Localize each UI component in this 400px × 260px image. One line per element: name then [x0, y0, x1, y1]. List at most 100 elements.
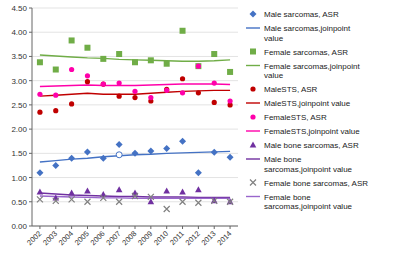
marker-square — [164, 61, 170, 67]
marker-triangle — [68, 190, 75, 196]
plot-area — [36, 28, 233, 212]
marker-triangle — [250, 142, 257, 148]
x-tick-label: 2014 — [215, 229, 233, 247]
legend-entry: Female bone sarcomas, ASR — [250, 179, 368, 188]
y-tick-label: 3.50 — [11, 52, 27, 61]
marker-square — [148, 57, 154, 63]
legend-label-line: FemaleSTS,joinpoint value — [264, 127, 360, 136]
legend-label-line: sarcomas,joinpoint value — [264, 202, 353, 211]
legend-entry: Female bonesarcomas,joinpoint value — [246, 193, 353, 212]
marker-circle — [101, 81, 106, 86]
marker-x — [116, 199, 122, 205]
x-tick — [87, 226, 88, 229]
marker-x — [180, 199, 186, 205]
legend-label-line: Female bone sarcomas, ASR — [264, 179, 368, 188]
lines — [40, 55, 230, 198]
marker-circle — [37, 92, 42, 97]
marker-x — [84, 199, 90, 205]
x-tick-label: 2005 — [73, 229, 91, 247]
marker-x — [69, 196, 75, 202]
marker-diamond — [52, 162, 59, 169]
marker-open-circle — [116, 152, 122, 158]
marker-square — [84, 45, 90, 51]
marker-diamond — [116, 141, 123, 148]
legend-label-line: value — [264, 34, 284, 43]
legend-label-line: FemaleSTS, ASR — [264, 113, 327, 122]
y-axis: 0.000.501.001.502.002.503.003.504.004.50 — [11, 4, 32, 231]
marker-square — [53, 67, 59, 73]
grid-line — [32, 104, 238, 105]
marker-square — [250, 49, 256, 55]
marker-triangle — [211, 197, 218, 203]
grid-line — [32, 129, 238, 130]
marker-circle — [164, 87, 169, 92]
marker-triangle — [227, 198, 234, 204]
marker-square — [100, 56, 106, 62]
marker-square — [195, 63, 201, 69]
marker-circle — [212, 100, 217, 105]
marker-diamond — [250, 11, 257, 18]
marker-x — [195, 200, 201, 206]
x-tick-label: 2009 — [136, 229, 154, 247]
legend-entry: Female sarcomas, ASR — [250, 48, 348, 57]
legend-label: Male bone sarcomas, ASR — [264, 141, 359, 150]
legend-line — [246, 196, 260, 197]
marker-triangle — [52, 194, 59, 200]
x-tick-label: 2008 — [120, 229, 138, 247]
legend-line — [246, 102, 260, 103]
marker-square — [116, 51, 122, 57]
marker-diamond — [100, 155, 107, 162]
marker-square — [180, 28, 186, 34]
marker-circle — [164, 88, 169, 93]
marker-triangle — [116, 186, 123, 192]
marker-circle — [132, 89, 137, 94]
legend-entry: Male sarcomas, ASR — [250, 10, 339, 19]
legend-label-line: Female sarcomas,joinpoint — [264, 62, 360, 71]
y-tick-label: 1.00 — [11, 174, 27, 183]
marker-x — [132, 193, 138, 199]
marker-circle — [212, 80, 217, 85]
x-tick-label: 2011 — [168, 229, 186, 247]
y-tick-label: 3.00 — [11, 77, 27, 86]
marker-diamond — [211, 149, 218, 156]
x-tick-label: 2013 — [199, 229, 217, 247]
legend-entry: FemaleSTS,joinpoint value — [246, 127, 360, 136]
y-tick-label: 0.50 — [11, 198, 27, 207]
marker-circle — [180, 76, 185, 81]
grid-line — [32, 201, 238, 202]
legend: Male sarcomas, ASR Male sarcomas,joinpoin… — [246, 10, 368, 211]
marker-square — [227, 69, 233, 75]
legend-line — [246, 65, 260, 66]
legend-label-line: Male sarcomas,joinpoint — [264, 24, 351, 33]
marker-triangle — [37, 189, 44, 195]
grid-line — [32, 8, 238, 9]
chart: 0.000.501.001.502.002.503.003.504.004.50… — [0, 0, 400, 260]
x-tick — [230, 226, 231, 229]
marker-square — [211, 51, 217, 57]
marker-circle — [69, 67, 74, 72]
x-tick — [150, 226, 151, 229]
x-tick-label: 2003 — [41, 229, 59, 247]
marker-diamond — [36, 169, 43, 176]
marker-circle — [180, 90, 185, 95]
legend-label: Male bonesarcomas,joinpoint value — [264, 155, 353, 174]
marker-triangle — [163, 188, 170, 194]
marker-diamond — [132, 150, 139, 157]
legend-label-line: MaleSTS, ASR — [264, 85, 318, 94]
x-tick — [198, 226, 199, 229]
marker-circle — [250, 114, 255, 119]
legend-label-line: Female sarcomas, ASR — [264, 48, 348, 57]
x-axis: 2002200320042005200620072008200920102011… — [25, 226, 238, 247]
marker-circle — [227, 98, 232, 103]
legend-label: Female bonesarcomas,joinpoint value — [264, 193, 353, 212]
legend-entry: Male bonesarcomas,joinpoint value — [246, 155, 353, 174]
grid-line — [32, 177, 238, 178]
legend-label: Female bone sarcomas, ASR — [264, 179, 368, 188]
marker-circle — [196, 64, 201, 69]
marker-diamond — [227, 154, 234, 161]
legend-line — [246, 27, 260, 28]
y-axis-line — [32, 8, 33, 226]
marker-diamond — [147, 147, 154, 154]
marker-x — [53, 198, 59, 204]
x-tick-label: 2004 — [57, 229, 75, 247]
